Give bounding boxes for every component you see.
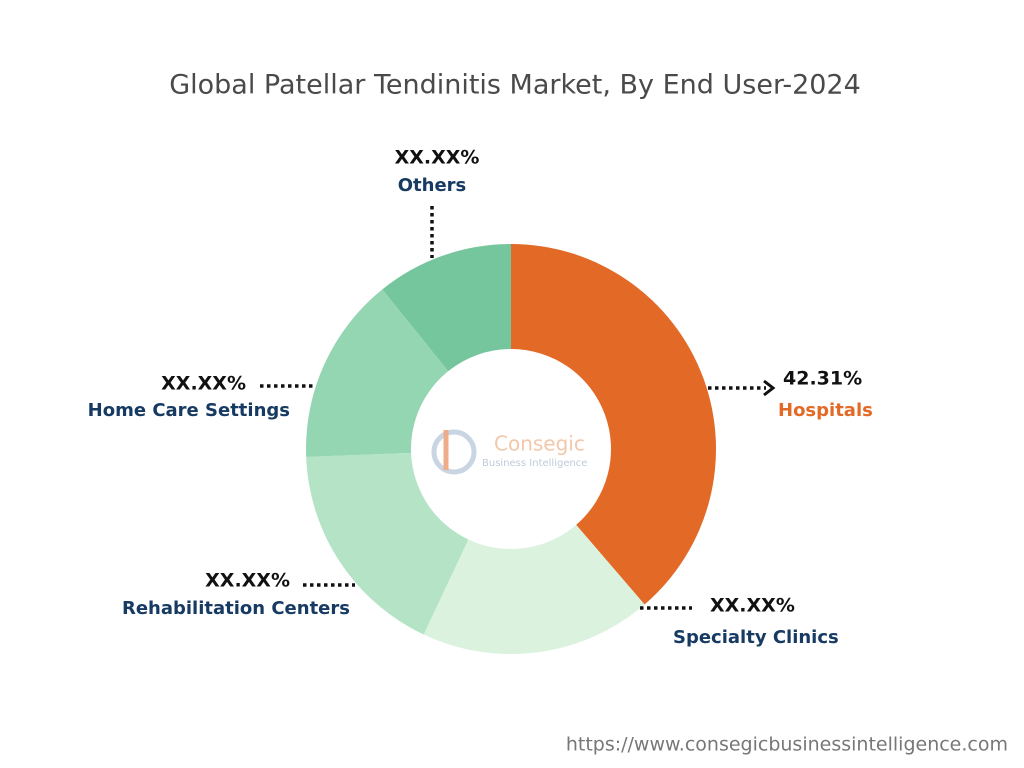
slice — [423, 524, 645, 654]
leader-arrow — [763, 379, 776, 397]
category-label: Specialty Clinics — [673, 627, 839, 648]
category-label: Hospitals — [778, 400, 873, 421]
donut — [306, 244, 717, 654]
value-label: XX.XX% — [395, 147, 480, 169]
watermark-tagline: Business Intelligence — [482, 458, 587, 469]
category-label: Others — [398, 175, 467, 196]
slice — [306, 452, 469, 635]
value-label: 42.31% — [783, 368, 862, 390]
watermark: Consegic Business Intelligence — [431, 429, 587, 475]
value-label: XX.XX% — [205, 570, 290, 592]
labels: 42.31% Hospitals XX.XX% Specialty Clinics XX… — [88, 147, 873, 649]
slice — [511, 244, 717, 605]
slice — [306, 289, 449, 457]
footer-url: https://www.consegicbusinessintelligence… — [566, 734, 1008, 756]
chart-title: Global Patellar Tendinitis Market, By En… — [169, 70, 861, 101]
category-label: Rehabilitation Centers — [122, 598, 350, 619]
category-label: Home Care Settings — [88, 400, 290, 421]
logo-ring — [431, 429, 477, 475]
slice — [382, 244, 511, 372]
value-label: XX.XX% — [161, 373, 246, 395]
value-label: XX.XX% — [710, 595, 795, 617]
watermark-name: Consegic — [494, 432, 585, 456]
